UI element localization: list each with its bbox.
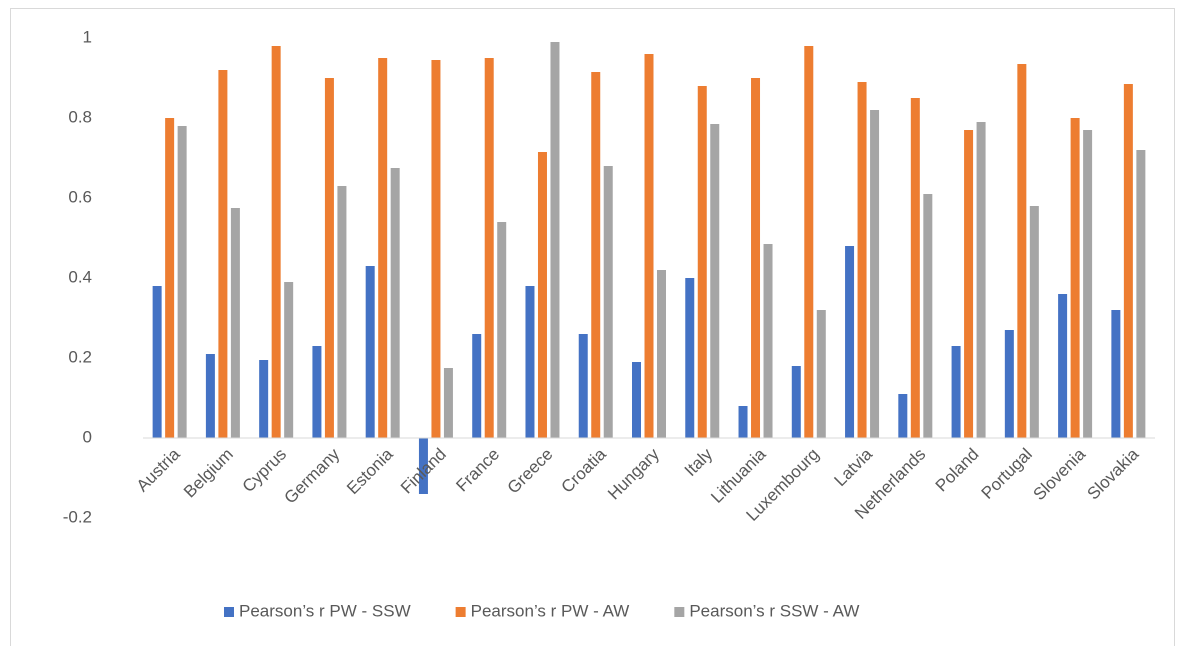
x-tick-label: Germany (281, 444, 344, 507)
bar (484, 58, 494, 438)
bar (259, 360, 269, 438)
x-tick-label: Austria (133, 444, 184, 495)
y-tick-label: 0.2 (68, 347, 92, 366)
chart-frame (10, 8, 1175, 651)
bar (804, 46, 814, 438)
bar (284, 282, 294, 438)
bar (443, 368, 453, 438)
bar (644, 54, 654, 438)
bar (1070, 118, 1080, 438)
bar (898, 394, 908, 438)
legend-label: Pearson’s r PW - AW (471, 601, 630, 620)
bar (497, 222, 507, 438)
bar (710, 124, 720, 438)
bar (472, 334, 482, 438)
x-tick-label: France (452, 445, 503, 496)
legend-label: Pearson’s r SSW - AW (689, 601, 859, 620)
x-tick-label: Hungary (604, 444, 663, 503)
bar (1136, 150, 1146, 438)
bar (550, 42, 560, 438)
legend-swatch (224, 607, 234, 617)
bar (964, 130, 974, 438)
y-tick-label: 1 (83, 27, 92, 46)
x-tick-label: Cyprus (239, 445, 291, 497)
bar (365, 266, 375, 438)
bar (1029, 206, 1039, 438)
bar (165, 118, 175, 438)
bar (923, 194, 933, 438)
bar (390, 168, 400, 438)
bar (951, 346, 961, 438)
x-tick-label: Poland (932, 445, 983, 496)
x-tick-label: Belgium (180, 445, 237, 502)
bar (751, 78, 761, 438)
legend-label: Pearson’s r PW - SSW (239, 601, 411, 620)
bar (697, 86, 707, 438)
bar (791, 366, 801, 438)
bar (152, 286, 162, 438)
bar (378, 58, 388, 438)
bar (738, 406, 748, 438)
bar (1111, 310, 1121, 438)
x-tick-label: Italy (681, 444, 717, 480)
bar (1083, 130, 1093, 438)
bar (1123, 84, 1133, 438)
x-tick-label: Greece (504, 445, 557, 498)
bar (431, 60, 441, 438)
legend-swatch (674, 607, 685, 617)
bar (657, 270, 666, 438)
y-tick-label: 0.8 (68, 107, 92, 126)
bar (685, 278, 695, 438)
bar (591, 72, 601, 438)
y-tick-label: -0.2 (63, 507, 92, 526)
bar (218, 70, 228, 438)
bar (578, 334, 588, 438)
bar (763, 244, 773, 438)
bar (525, 286, 535, 438)
x-tick-label: Slovenia (1030, 444, 1090, 504)
bar (418, 438, 428, 494)
bar (177, 126, 187, 438)
bar (205, 354, 215, 438)
bar (845, 246, 855, 438)
x-tick-label: Slovakia (1083, 444, 1142, 503)
bar (816, 310, 826, 438)
y-tick-label: 0.4 (68, 267, 92, 286)
x-tick-label: Portugal (978, 445, 1036, 503)
y-tick-label: 0.6 (68, 187, 92, 206)
bar (537, 152, 547, 438)
bar (1017, 64, 1027, 438)
x-tick-label: Latvia (831, 444, 877, 490)
bar (230, 208, 240, 438)
bar (1004, 330, 1014, 438)
bar (857, 82, 867, 438)
legend-swatch (455, 607, 466, 617)
bar (312, 346, 322, 438)
bar (324, 78, 334, 438)
bar (1058, 294, 1068, 438)
bar (603, 166, 613, 438)
bar (632, 362, 641, 438)
bar (910, 98, 920, 438)
bar (976, 122, 986, 438)
y-tick-label: 0 (83, 427, 92, 446)
bar (271, 46, 281, 438)
bar (337, 186, 347, 438)
x-tick-label: Croatia (558, 444, 611, 497)
bar (870, 110, 880, 438)
x-tick-label: Estonia (343, 444, 397, 498)
